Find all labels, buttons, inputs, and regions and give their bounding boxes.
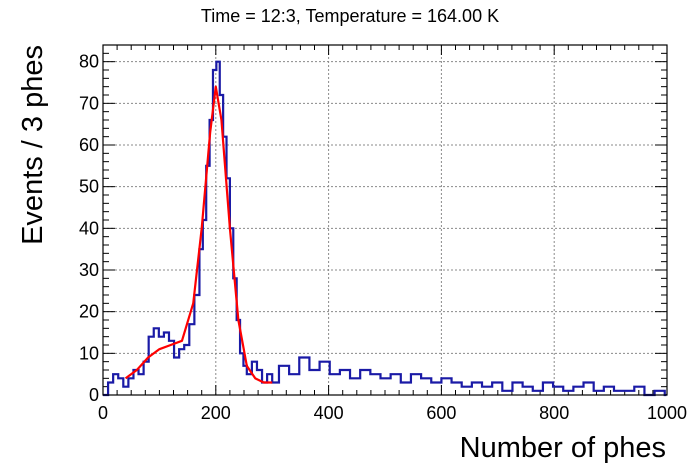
y-tick-labels: 0 10 20 30 40 50 60 70 80 <box>79 52 99 405</box>
y-tick-label: 30 <box>79 260 99 280</box>
x-tick-label: 200 <box>201 403 231 423</box>
fit-series-line <box>124 85 273 384</box>
x-tick-label: 600 <box>426 403 456 423</box>
y-tick-label: 40 <box>79 218 99 238</box>
y-tick-label: 50 <box>79 177 99 197</box>
plot-frame <box>102 44 668 396</box>
y-tick-label: 20 <box>79 302 99 322</box>
y-tick-label: 0 <box>89 385 99 405</box>
x-axis-title: Number of phes <box>460 432 666 464</box>
x-tick-label: 800 <box>539 403 569 423</box>
histogram-series-line <box>103 60 667 397</box>
y-tick-label: 70 <box>79 93 99 113</box>
series-layer <box>103 60 667 397</box>
y-tick-label: 10 <box>79 343 99 363</box>
y-tick-label: 60 <box>79 135 99 155</box>
x-tick-label: 0 <box>98 403 108 423</box>
chart-title: Time = 12:3, Temperature = 164.00 K <box>201 6 499 26</box>
y-axis-title: Events / 3 phes <box>17 45 49 245</box>
x-tick-labels: 0 200 400 600 800 1000 <box>98 403 687 423</box>
x-tick-label: 1000 <box>647 403 687 423</box>
tick-layer <box>102 44 668 396</box>
x-tick-label: 400 <box>314 403 344 423</box>
y-tick-label: 80 <box>79 52 99 72</box>
